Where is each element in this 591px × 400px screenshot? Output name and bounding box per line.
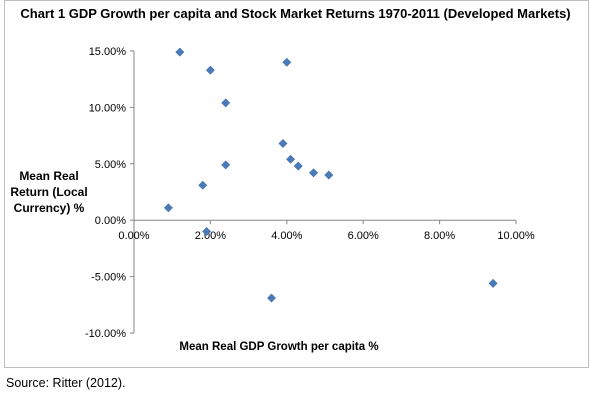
axes: [130, 50, 517, 334]
chart-title: Chart 1 GDP Growth per capita and Stock …: [20, 6, 571, 21]
data-point: [324, 170, 334, 180]
y-axis-label: Mean Real Return (Local Currency) %: [8, 168, 90, 216]
data-point: [488, 278, 498, 288]
x-tick-label: 4.00%: [271, 230, 302, 242]
y-tick-label: 15.00%: [89, 46, 127, 58]
source-note: Source: Ritter (2012).: [6, 376, 126, 390]
y-tick-label: 10.00%: [89, 102, 127, 114]
data-point: [286, 154, 296, 164]
data-point: [221, 160, 231, 170]
tick-labels: 15.00% 10.00% 5.00% 0.00% -5.00% -10.00% 0.00%…: [85, 46, 535, 340]
data-point: [266, 293, 277, 303]
y-tick-label: -5.00%: [91, 272, 126, 284]
y-tick-label: 5.00%: [95, 159, 126, 171]
y-axis-label-line-3: Currency) %: [13, 201, 85, 215]
y-axis-label-line-2: Return (Local: [10, 185, 88, 199]
data-point: [205, 65, 215, 75]
data-point: [278, 138, 288, 149]
y-tick-label: 0.00%: [95, 215, 126, 227]
scatter-plot: 15.00% 10.00% 5.00% 0.00% -5.00% -10.00% 0.00%…: [85, 46, 535, 340]
x-axis-label: Mean Real GDP Growth per capita %: [179, 341, 379, 353]
data-point: [198, 180, 208, 190]
chart-frame: [4, 0, 589, 368]
x-tick-label: 10.00%: [497, 230, 535, 242]
x-tick-label: 0.00%: [118, 230, 149, 242]
data-point: [175, 47, 185, 57]
data-point: [163, 203, 173, 213]
data-points: [163, 47, 498, 303]
y-tick-label: -10.00%: [85, 328, 126, 340]
x-tick-label: 2.00%: [195, 230, 226, 242]
data-point: [308, 168, 319, 178]
x-tick-label: 6.00%: [348, 230, 379, 242]
data-point: [221, 98, 231, 108]
x-tick-label: 8.00%: [424, 230, 455, 242]
data-point: [282, 57, 292, 67]
data-point: [293, 161, 303, 171]
data-point: [202, 226, 212, 237]
y-axis-label-line-1: Mean Real: [19, 169, 79, 183]
